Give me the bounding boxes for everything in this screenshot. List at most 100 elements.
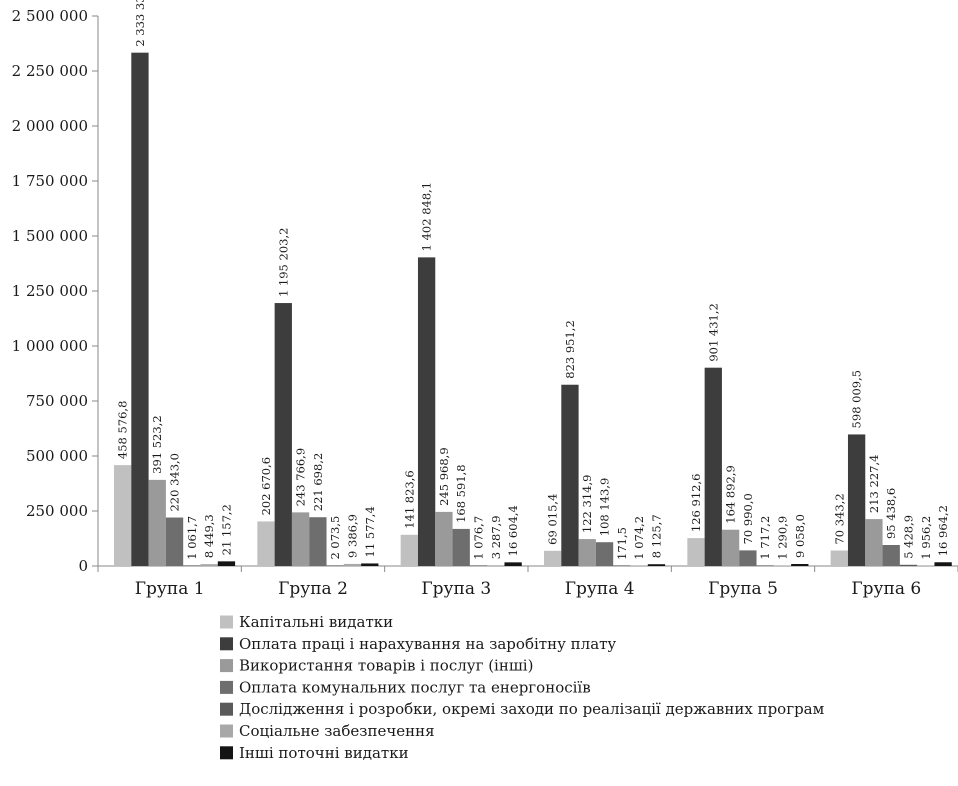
data-label: 70 990,0 [741, 493, 755, 544]
legend-swatch [220, 702, 233, 716]
bar [630, 565, 648, 566]
legend-label: Соціальне забезпечення [239, 722, 435, 740]
data-label: 221 698,2 [311, 453, 325, 512]
bar [200, 564, 218, 566]
bar [452, 528, 470, 566]
data-label: 202 670,6 [259, 457, 273, 516]
data-label: 122 314,9 [580, 475, 594, 534]
bar [400, 534, 418, 566]
x-tick-label: Група 4 [565, 579, 635, 599]
data-label: 171,5 [615, 527, 629, 560]
bar [791, 564, 809, 566]
y-tick-label: 1 250 000 [12, 282, 88, 300]
y-axis: 0 250 000 500 000 750 000 1 000 000 1 250 000… [12, 7, 99, 575]
bar [756, 565, 774, 566]
bar [882, 545, 900, 566]
legend-swatch [220, 746, 233, 760]
data-label: 598 009,5 [850, 370, 864, 429]
data-label: 21 157,2 [219, 504, 233, 555]
data-label: 243 766,9 [294, 448, 308, 507]
legend-swatch [220, 659, 233, 673]
data-label: 8 125,7 [649, 514, 663, 558]
data-label: 245 968,9 [437, 447, 451, 506]
data-label: 9 386,9 [345, 514, 359, 558]
x-tick-label: Група 1 [135, 579, 205, 599]
y-tick-label: 2 500 000 [12, 7, 88, 25]
data-label: 126 912,6 [689, 474, 703, 533]
legend-swatch [220, 724, 233, 738]
bar [899, 564, 918, 566]
bar [561, 384, 579, 566]
data-label: 69 015,4 [546, 494, 560, 545]
data-label: 823 951,2 [563, 320, 577, 379]
x-tick-label: Група 5 [708, 579, 778, 599]
bar [417, 257, 436, 566]
data-label: 1 195 203,2 [276, 228, 290, 298]
bar [435, 511, 453, 566]
bar [544, 550, 562, 566]
bar [309, 517, 327, 566]
legend: Капітальні видатки Оплата праці і нарахув… [220, 613, 825, 762]
bar [148, 479, 166, 566]
data-label: 1 717,2 [758, 516, 772, 560]
bar [469, 565, 488, 566]
data-label: 164 892,9 [724, 465, 738, 524]
bar [326, 565, 344, 566]
legend-label: Оплата праці і нарахування на заробітну … [239, 635, 616, 653]
y-tick-label: 1 750 000 [12, 172, 88, 190]
legend-swatch [220, 680, 233, 694]
data-label: 5 428,9 [902, 515, 916, 559]
data-label: 1 956,2 [919, 516, 933, 560]
legend-swatch [220, 615, 233, 629]
bar [183, 565, 201, 566]
y-tick-label: 2 000 000 [12, 117, 88, 135]
y-tick-label: 500 000 [26, 447, 88, 465]
legend-label: Оплата комунальних послуг та енергоносії… [239, 678, 591, 696]
bar [704, 367, 722, 566]
bar [131, 52, 149, 566]
data-label: 1 061,7 [185, 516, 199, 560]
bar [917, 565, 935, 566]
data-label: 2 333 334,1 [133, 0, 147, 47]
x-tick-label: Група 6 [851, 579, 921, 599]
bar [291, 512, 310, 566]
legend-label: Дослідження і розробки, окремі заходи по… [239, 700, 825, 718]
bar [721, 529, 740, 566]
bar [343, 563, 362, 566]
y-tick-label: 1 000 000 [12, 337, 88, 355]
bar [934, 562, 952, 566]
bar [647, 564, 666, 566]
bar [595, 542, 614, 566]
x-tick-label: Група 2 [278, 579, 348, 599]
bar [487, 565, 505, 566]
bar [361, 563, 379, 566]
bar [739, 550, 757, 566]
data-label: 16 964,2 [936, 505, 950, 556]
data-label: 2 073,5 [328, 516, 342, 560]
data-label: 141 823,6 [402, 470, 416, 529]
data-label: 213 227,4 [867, 455, 881, 514]
legend-label: Капітальні видатки [239, 613, 393, 631]
legend-label: Використання товарів і послуг (інші) [239, 657, 533, 675]
data-label: 391 523,2 [150, 415, 164, 474]
bar [257, 521, 275, 566]
x-axis: Група 1 Група 2 Група 3 Група 4 Група 5 Група… [97, 565, 958, 599]
bar [504, 562, 522, 566]
bar [613, 565, 631, 566]
data-label: 1 074,2 [632, 516, 646, 560]
legend-swatch [220, 637, 233, 651]
data-label: 70 343,2 [832, 493, 846, 544]
bar [114, 465, 132, 566]
data-label: 168 591,8 [454, 464, 468, 523]
y-tick-label: 250 000 [26, 502, 88, 520]
data-label: 9 058,0 [793, 514, 807, 558]
bar [830, 550, 848, 566]
data-label: 8 449,3 [202, 514, 216, 558]
y-tick-label: 2 250 000 [12, 62, 88, 80]
bar [274, 303, 292, 566]
data-label: 95 438,6 [884, 488, 898, 539]
bar [847, 434, 866, 566]
bar [578, 539, 596, 566]
